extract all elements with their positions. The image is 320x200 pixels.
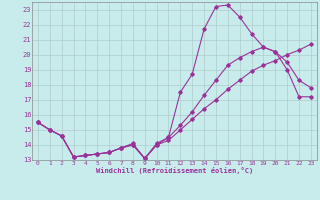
X-axis label: Windchill (Refroidissement éolien,°C): Windchill (Refroidissement éolien,°C) xyxy=(96,167,253,174)
